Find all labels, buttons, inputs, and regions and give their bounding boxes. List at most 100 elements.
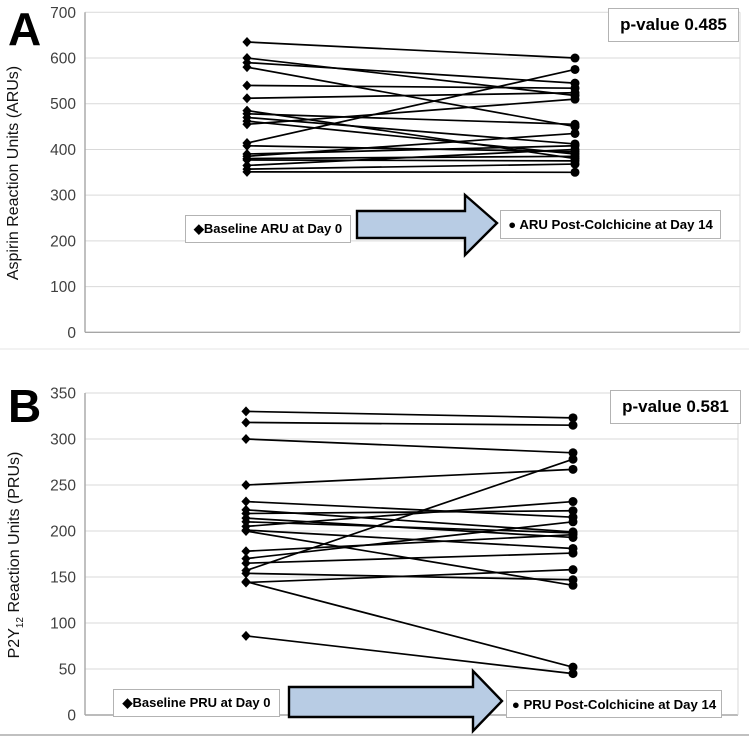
pair-line [246,66,576,128]
baseline-diamond-marker [241,546,251,557]
baseline-diamond-marker [241,417,251,428]
post-circle-marker [568,464,578,474]
post-circle-marker [568,530,578,540]
post-circle-marker [568,506,578,516]
pair-line [245,509,574,515]
panel-b-letter: B [8,380,42,432]
pair-line [245,500,574,519]
post-circle-marker [570,94,580,104]
baseline-diamond-marker [242,154,252,165]
pair-line [246,91,576,100]
post-circle-marker [568,565,578,575]
baseline-diamond-marker [241,406,251,417]
y-tick-label: 0 [67,325,76,342]
y-tick-label: 250 [50,478,76,495]
pair-line [245,421,574,427]
y-tick-label: 600 [50,51,76,68]
y-axis-title-a-main: Aspirin Reaction Units (ARUs) [5,65,22,281]
pair-line [246,68,576,144]
y-tick-label: 50 [59,662,77,679]
baseline-diamond-marker [241,568,251,579]
pair-line [245,533,574,553]
legend-baseline-a: ◆Baseline ARU at Day 0 [185,215,351,243]
y-tick-label: 200 [50,524,76,541]
y-axis-title-b-rest: Reaction Units (PRUs) [6,451,23,617]
pair-line [245,438,574,454]
baseline-diamond-marker [241,526,251,536]
pair-line [246,132,576,158]
y-tick-label: 100 [50,279,76,296]
baseline-diamond-marker [242,80,252,91]
panel-divider [0,348,749,350]
timeline-arrow-b [287,668,504,734]
post-circle-marker [568,548,578,558]
y-tick-label: 700 [50,5,76,22]
pair-line [246,116,576,145]
post-circle-marker [570,159,580,169]
y-tick-label: 200 [50,233,76,250]
post-circle-marker [570,64,580,74]
baseline-diamond-marker [242,140,252,151]
pair-line [246,120,576,155]
pair-line [245,410,574,419]
baseline-diamond-marker [241,496,251,507]
baseline-diamond-marker [241,434,251,444]
pair-line [246,84,576,90]
pair-line [245,529,574,550]
post-circle-marker [570,119,580,129]
pair-line [246,57,576,97]
pair-line [246,61,576,85]
y-tick-label: 300 [50,188,76,205]
y-tick-label: 0 [67,708,76,725]
pair-line [245,500,574,528]
y-tick-label: 300 [50,432,76,449]
y-axis-title-a: Aspirin Reaction Units (ARUs) [5,8,31,338]
post-circle-marker [568,497,578,507]
p-value-box-a: p-value 0.485 [608,8,739,42]
post-circle-marker [570,167,580,177]
post-circle-marker [570,128,580,138]
pair-line [246,144,576,153]
post-circle-marker [568,669,578,679]
y-tick-label: 100 [50,616,76,633]
baseline-diamond-marker [241,558,251,569]
pair-line [245,580,574,668]
pair-line [246,159,576,162]
baseline-diamond-marker [242,119,252,130]
baseline-diamond-marker [241,577,251,588]
post-circle-marker [568,575,578,585]
pair-line [245,635,574,675]
pair-line [245,520,574,534]
post-circle-marker [570,144,580,154]
baseline-diamond-marker [242,166,252,177]
pair-line [245,458,574,572]
pair-line [246,112,576,126]
baseline-diamond-marker [242,37,252,48]
y-tick-label: 500 [50,96,76,113]
post-circle-marker [568,420,578,430]
y-tick-label: 400 [50,142,76,159]
post-circle-marker [568,662,578,672]
y-axis-title-b-sub: 12 [15,617,27,629]
post-circle-marker [570,88,580,98]
post-circle-marker [568,448,578,458]
pair-line [245,468,574,486]
pair-line [246,98,576,126]
post-circle-marker [568,517,578,527]
panel-a-letter: A [8,3,42,55]
pair-line [246,148,576,167]
y-axis-title-b: P2Y12 Reaction Units (PRUs) [6,390,32,720]
timeline-arrow-a [355,192,499,258]
legend-post-a: ● ARU Post-Colchicine at Day 14 [500,210,721,239]
y-tick-label: 150 [50,570,76,587]
pair-line [245,552,574,565]
legend-post-b: ● PRU Post-Colchicine at Day 14 [506,690,722,718]
pair-line [245,568,574,584]
pair-line [246,41,576,59]
p-value-box-b: p-value 0.581 [610,390,741,424]
baseline-diamond-marker [241,630,251,641]
pair-line [246,163,576,170]
y-tick-label: 350 [50,386,76,403]
